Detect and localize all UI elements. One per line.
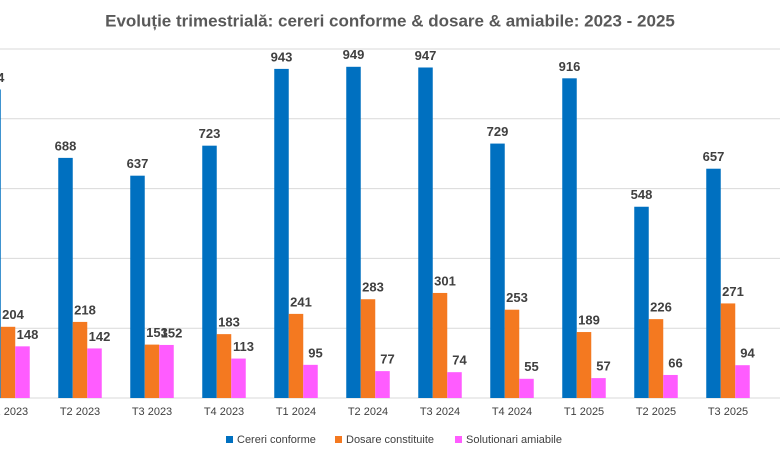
value-label: 943: [271, 49, 293, 64]
bar: [418, 67, 433, 398]
value-label: 253: [506, 290, 528, 305]
value-label: 183: [218, 315, 240, 330]
chart-title: Evoluție trimestrială: cereri conforme &…: [105, 11, 675, 30]
x-tick-label: T2 2024: [348, 406, 388, 418]
bar: [216, 334, 232, 398]
value-label: 241: [290, 294, 312, 309]
legend-swatch: [455, 436, 462, 443]
value-label: 113: [233, 339, 254, 354]
value-label: 916: [559, 59, 581, 74]
bar: [432, 292, 448, 398]
bar: [202, 145, 217, 398]
bar: [591, 378, 606, 398]
x-tick-label: T1 2024: [276, 406, 316, 418]
bar: [87, 348, 102, 398]
x-tick-label: T4 2024: [492, 406, 532, 418]
bar: [231, 358, 246, 398]
x-tick-label: T4 2023: [204, 406, 244, 418]
bar: [288, 313, 304, 398]
bar: [634, 206, 649, 398]
value-label: 152: [161, 325, 183, 340]
bar: [15, 346, 30, 398]
value-label: 94: [740, 346, 755, 361]
x-tick-label: T3 2025: [708, 406, 748, 418]
bar: [663, 374, 678, 398]
value-label: 148: [17, 327, 39, 342]
bar: [375, 371, 390, 398]
bar: [58, 157, 73, 398]
x-tick-label: T1 2023: [0, 406, 28, 418]
value-label: 729: [487, 124, 509, 139]
value-label: 204: [2, 307, 24, 322]
bar: [0, 89, 1, 398]
x-tick-label: T3 2024: [420, 406, 460, 418]
bar: [130, 175, 145, 398]
bar: [490, 143, 505, 398]
value-label: 637: [127, 156, 149, 171]
legend-swatch: [335, 436, 342, 443]
legend-swatch: [226, 436, 233, 443]
legend-label: Dosare constituite: [346, 434, 434, 446]
bar: [303, 364, 318, 398]
bar: [346, 66, 361, 398]
value-label: 657: [703, 149, 725, 164]
value-label: 301: [434, 273, 456, 288]
x-tick-label: T3 2023: [132, 406, 172, 418]
x-tick-label: T1 2025: [564, 406, 604, 418]
value-label: 57: [596, 359, 610, 374]
value-label: 74: [452, 353, 467, 368]
legend-label: Solutionari amiabile: [466, 434, 562, 446]
value-label: 55: [524, 359, 538, 374]
value-label: 66: [668, 355, 682, 370]
value-label: 189: [578, 312, 600, 327]
value-label: 949: [343, 47, 365, 62]
bar: [274, 68, 289, 398]
legend-label: Cereri conforme: [237, 434, 316, 446]
bar: [720, 303, 736, 398]
value-label: 271: [722, 284, 744, 299]
bar: [562, 78, 577, 398]
value-label: 283: [362, 280, 384, 295]
bar: [519, 378, 534, 398]
bar: [706, 168, 721, 398]
value-label: 77: [380, 352, 394, 367]
value-label: 95: [308, 345, 322, 360]
value-label: 884: [0, 70, 5, 85]
value-label: 218: [74, 302, 96, 317]
value-label: 947: [415, 48, 437, 63]
bar: [504, 309, 520, 398]
bar: [144, 344, 160, 398]
value-label: 723: [199, 126, 221, 141]
x-tick-label: T2 2025: [636, 406, 676, 418]
bar: [648, 319, 664, 398]
value-label: 548: [631, 187, 653, 202]
bar: [447, 372, 462, 398]
x-tick-label: T2 2023: [60, 406, 100, 418]
value-label: 688: [55, 138, 77, 153]
bar: [159, 344, 174, 398]
bar: [576, 332, 592, 398]
bar: [360, 299, 376, 398]
bar: [72, 321, 88, 398]
value-label: 153: [146, 325, 168, 340]
bar: [735, 365, 750, 398]
bar: [0, 326, 16, 398]
value-label: 226: [650, 300, 672, 315]
value-label: 142: [89, 329, 111, 344]
